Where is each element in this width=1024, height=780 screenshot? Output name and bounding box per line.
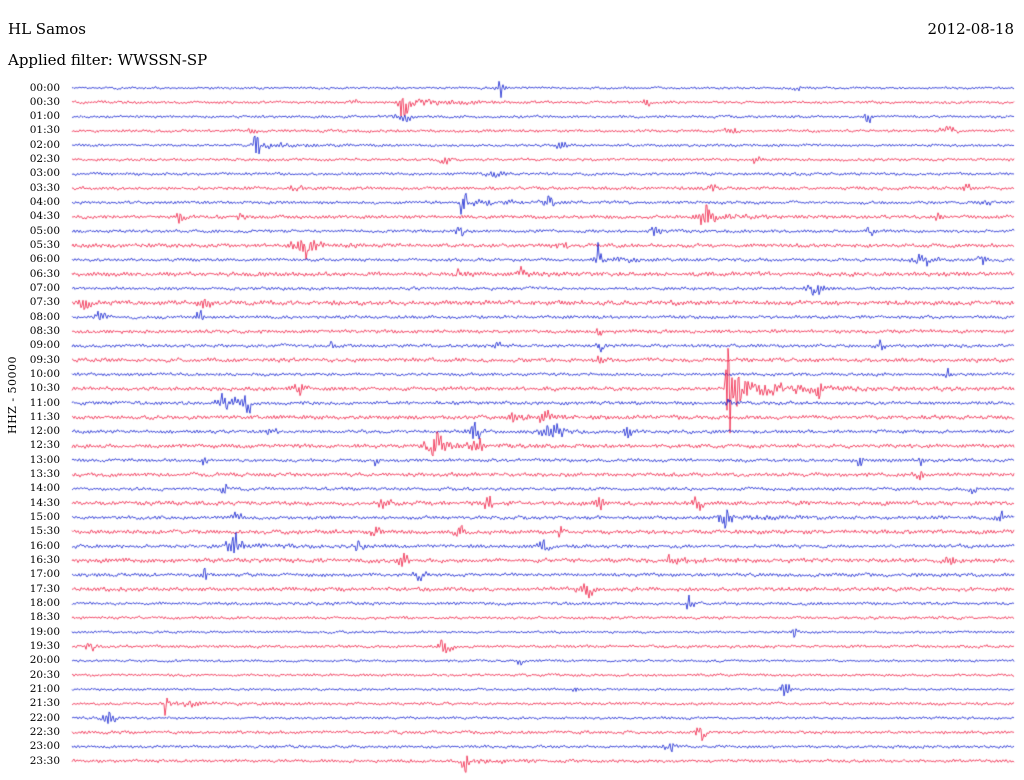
time-label: 11:00 <box>29 396 60 409</box>
time-label: 11:30 <box>29 410 60 423</box>
time-label: 02:30 <box>29 153 60 166</box>
time-label: 04:30 <box>29 210 60 223</box>
time-label: 12:00 <box>29 425 60 438</box>
time-label: 04:00 <box>29 196 60 209</box>
time-label: 07:00 <box>29 281 60 294</box>
time-label: 14:30 <box>29 496 60 509</box>
time-label: 06:30 <box>29 267 60 280</box>
time-label: 13:00 <box>29 453 60 466</box>
time-label: 13:30 <box>29 468 60 481</box>
time-label: 23:00 <box>29 740 60 753</box>
time-label: 19:30 <box>29 639 60 652</box>
time-label: 19:00 <box>29 625 60 638</box>
time-label: 16:30 <box>29 554 60 567</box>
time-label: 01:30 <box>29 124 60 137</box>
time-label: 16:00 <box>29 539 60 552</box>
time-label: 10:00 <box>29 367 60 380</box>
time-label: 08:30 <box>29 324 60 337</box>
time-label: 23:30 <box>29 754 60 767</box>
time-label: 14:00 <box>29 482 60 495</box>
time-label: 15:00 <box>29 511 60 524</box>
time-label: 22:30 <box>29 725 60 738</box>
time-label: 21:00 <box>29 682 60 695</box>
time-label: 12:30 <box>29 439 60 452</box>
time-label: 20:00 <box>29 654 60 667</box>
station-title: HL Samos <box>8 20 86 38</box>
time-label: 03:00 <box>29 167 60 180</box>
time-label: 09:00 <box>29 339 60 352</box>
time-label: 00:30 <box>29 95 60 108</box>
time-label: 08:00 <box>29 310 60 323</box>
time-label: 15:30 <box>29 525 60 538</box>
time-label: 05:00 <box>29 224 60 237</box>
time-axis: 00:00 00:30 01:00 01:30 02:00 02:30 03:00 03:30… <box>0 0 64 780</box>
time-label: 00:00 <box>29 81 60 94</box>
time-label: 22:00 <box>29 711 60 724</box>
time-label: 02:00 <box>29 138 60 151</box>
time-label: 05:30 <box>29 239 60 251</box>
time-label: 01:00 <box>29 110 60 123</box>
time-label: 18:00 <box>29 596 60 609</box>
time-label: 09:30 <box>29 353 60 366</box>
time-label: 17:30 <box>29 582 60 595</box>
time-label: 18:30 <box>29 611 60 624</box>
time-label: 10:30 <box>29 382 60 395</box>
time-label: 20:30 <box>29 668 60 681</box>
time-label: 03:30 <box>29 181 60 194</box>
date-label: 2012-08-18 <box>927 20 1014 38</box>
filter-label: Applied filter: WWSSN-SP <box>8 51 208 69</box>
time-label: 07:30 <box>29 296 60 309</box>
time-label: 17:00 <box>29 568 60 581</box>
time-label: 06:00 <box>29 253 60 266</box>
time-label: 21:30 <box>29 697 60 710</box>
